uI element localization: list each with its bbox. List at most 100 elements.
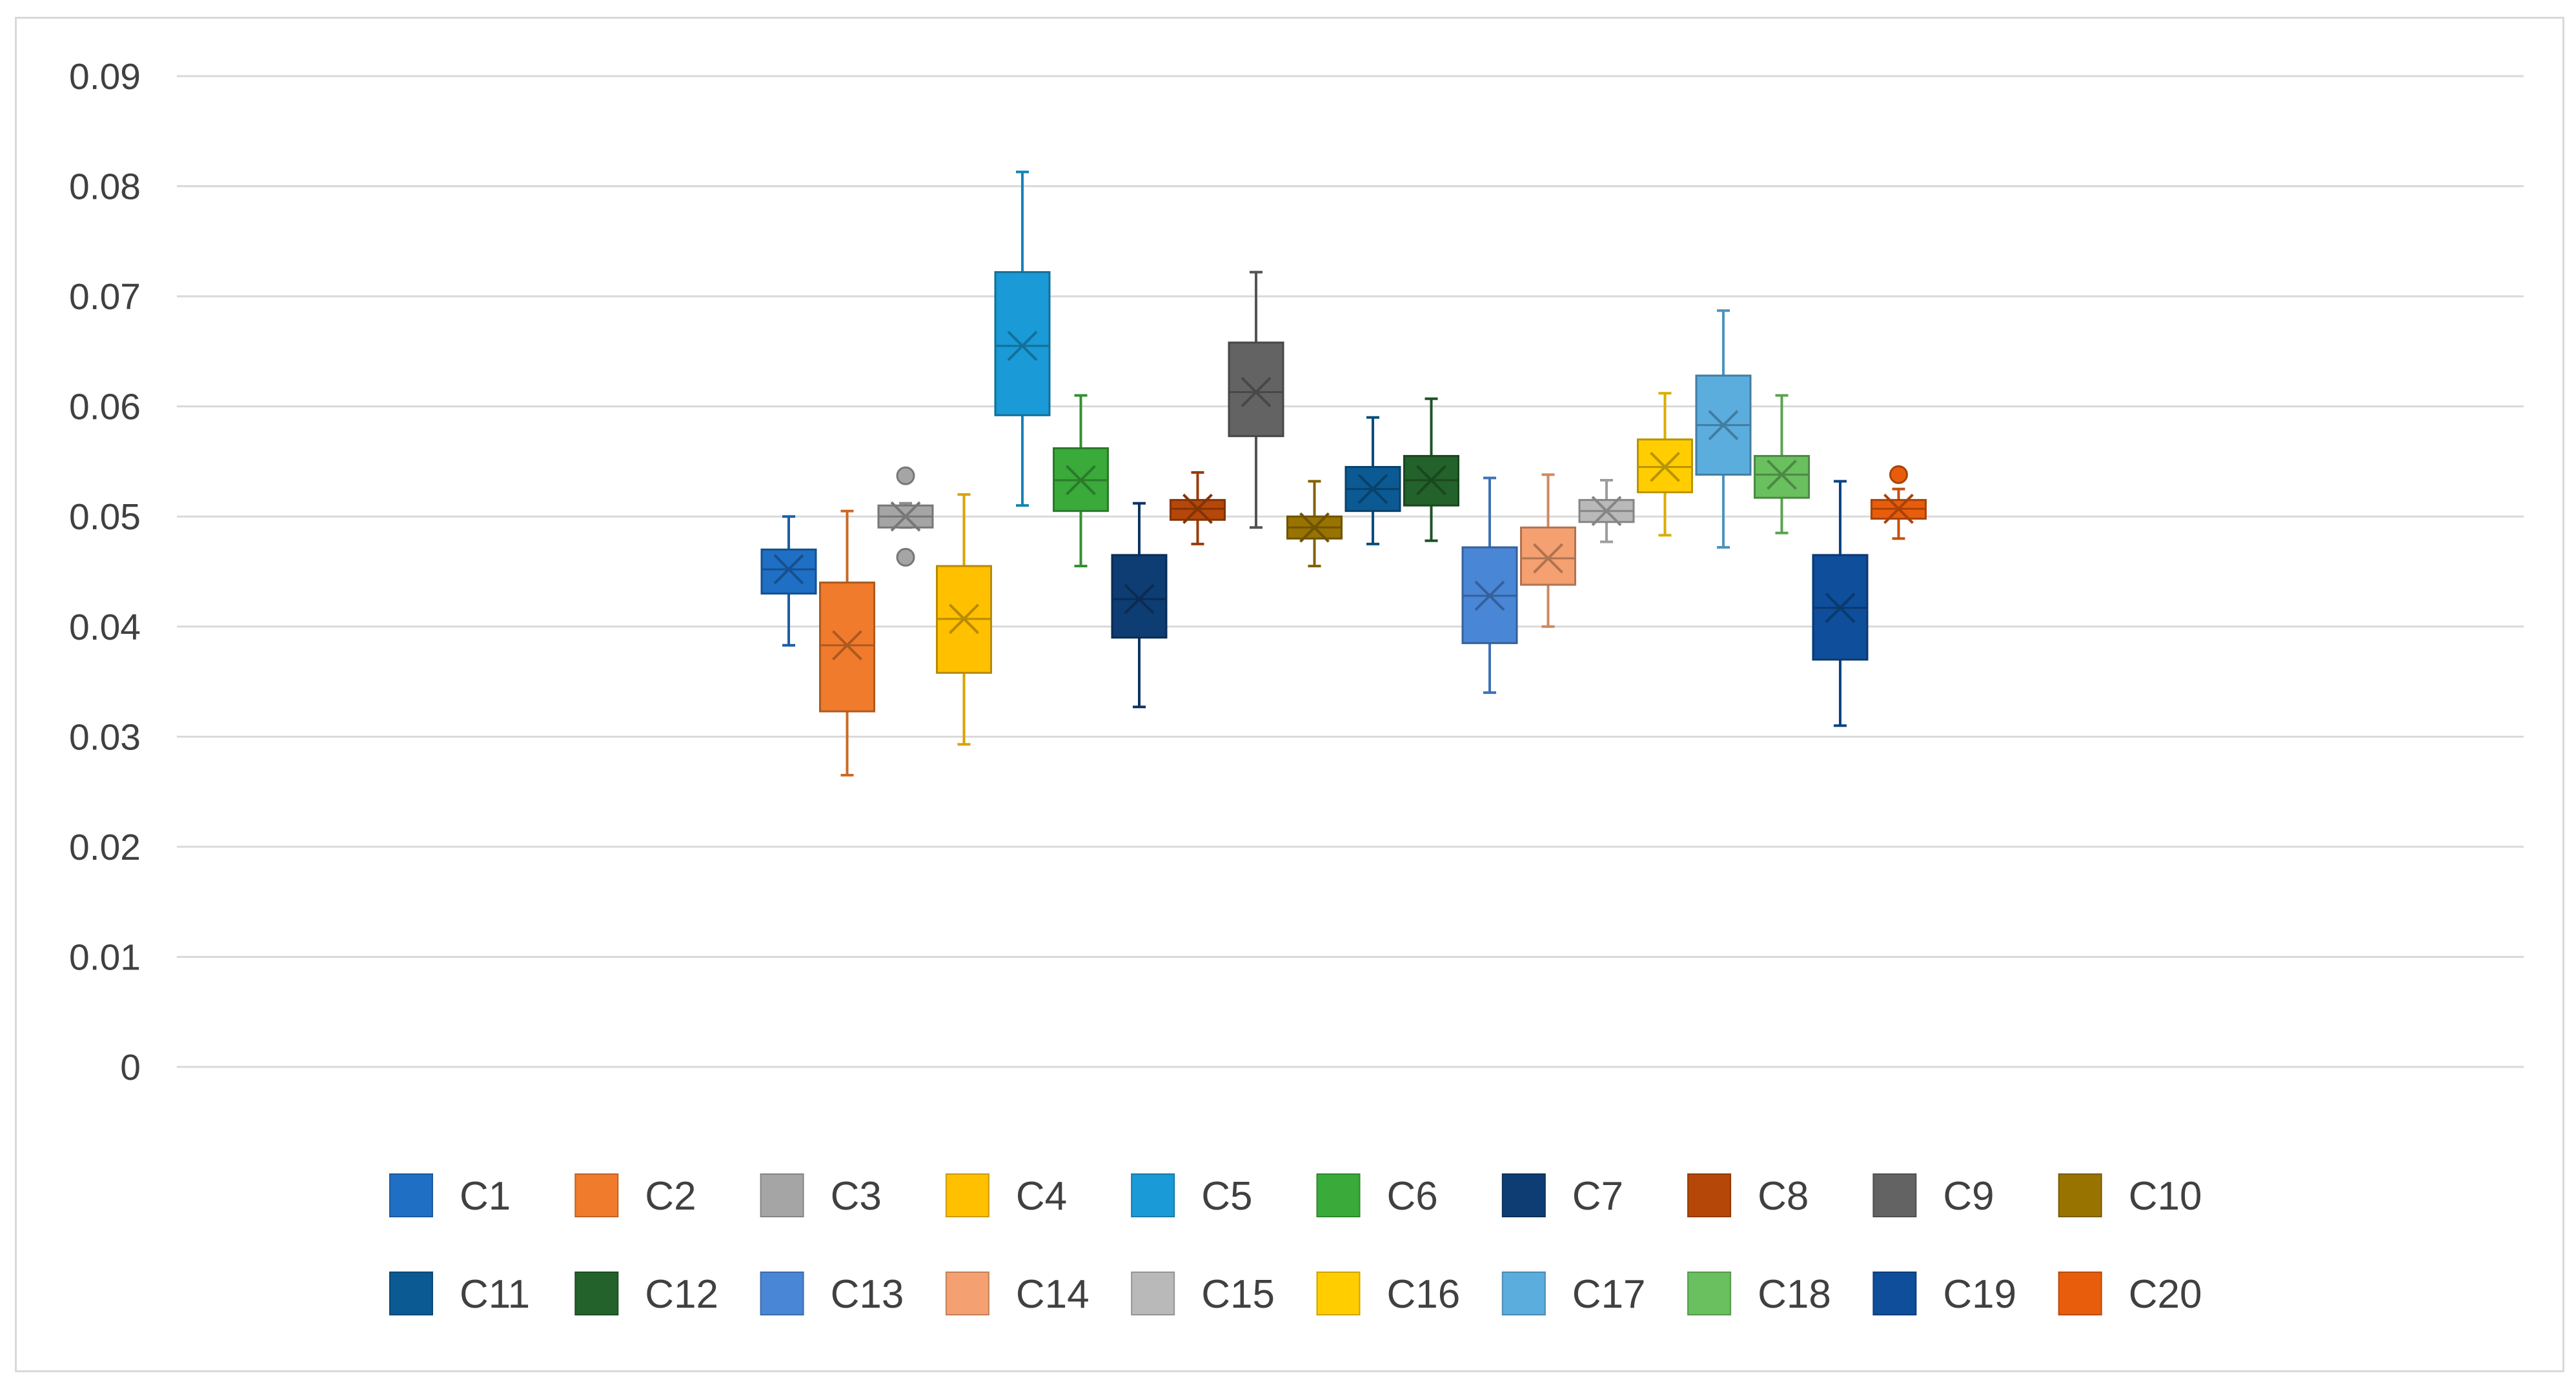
box-series [760,170,1927,777]
box-c14 [1520,473,1576,628]
mean-marker [1299,512,1330,543]
legend-label: C6 [1387,1174,1438,1219]
mean-marker [1708,410,1739,441]
box-c11 [1344,416,1401,545]
y-tick-label: 0.08 [69,167,141,208]
y-axis-tick-labels: 0 0.01 0.02 0.03 0.04 0.05 0.06 0.07 0.08 0.09 [69,56,141,1088]
y-tick-label: 0.06 [69,387,141,428]
y-tick-label: 0.01 [69,937,141,978]
box-c12 [1403,397,1459,542]
chart-frame: 0 0.01 0.02 0.03 0.04 0.05 0.06 0.07 0.08 0.09 C1… [15,17,2564,1372]
outlier-point [896,547,915,567]
legend-label: C9 [1943,1174,1994,1219]
y-tick-label: 0.09 [69,56,141,97]
box-c5 [994,170,1051,507]
outlier-point [1889,465,1908,484]
legend-item-c15: C15 [1131,1272,1275,1317]
legend-item-c19: C19 [1872,1272,2016,1317]
y-tick-label: 0.05 [69,496,141,538]
legend-item-c4: C4 [945,1173,1067,1219]
legend-item-c9: C9 [1872,1173,1994,1219]
legend-label: C11 [460,1272,530,1317]
gridlines [177,75,2524,1068]
box-c15 [1578,478,1635,543]
box-c20 [1871,465,1927,540]
mean-marker [1883,493,1914,524]
legend-swatch [945,1173,989,1217]
mean-marker [1650,452,1680,482]
legend-label: C20 [2129,1272,2202,1317]
legend-label: C13 [831,1272,904,1317]
mean-marker [773,554,804,585]
box-iqr [1754,454,1810,499]
legend-label: C8 [1758,1174,1809,1219]
legend: C1 C2 C3 C4 C5 C6 C7 C8 C9 C10 C11 C12 C13 C14 C15 C16 C… [389,1173,2202,1317]
legend-swatch [945,1272,989,1315]
mean-marker [1124,583,1155,614]
legend-label: C5 [1201,1174,1252,1219]
legend-swatch [760,1173,804,1217]
box-iqr [1111,554,1168,639]
box-c1 [760,515,817,647]
box-iqr [994,271,1051,416]
mean-marker [1241,377,1272,407]
legend-item-c16: C16 [1316,1272,1460,1317]
box-c10 [1286,480,1343,567]
legend-item-c7: C7 [1501,1173,1623,1219]
legend-label: C1 [460,1174,511,1219]
legend-swatch [1316,1173,1361,1217]
legend-swatch [1501,1272,1546,1315]
legend-swatch [1131,1272,1175,1315]
box-iqr [1228,341,1284,438]
mean-marker [1416,465,1446,496]
legend-swatch [389,1173,433,1217]
box-c13 [1461,476,1518,694]
legend-label: C4 [1016,1174,1067,1219]
legend-item-c2: C2 [574,1173,696,1219]
box-c17 [1695,309,1752,549]
box-c18 [1754,394,1810,534]
y-tick-label: 0 [120,1047,141,1088]
legend-label: C12 [645,1272,718,1317]
legend-swatch [574,1272,619,1315]
legend-item-c12: C12 [574,1272,718,1317]
box-c7 [1111,502,1168,709]
legend-swatch [2058,1173,2102,1217]
legend-item-c10: C10 [2058,1173,2202,1219]
legend-item-c13: C13 [760,1272,904,1317]
box-c2 [819,509,875,777]
box-c9 [1228,270,1284,529]
legend-item-c17: C17 [1501,1272,1646,1317]
mean-marker [949,603,979,634]
legend-label: C17 [1572,1272,1646,1317]
box-iqr [1520,526,1576,586]
outlier-point [896,466,915,485]
legend-swatch [1316,1272,1361,1315]
box-c19 [1812,480,1869,727]
legend-item-c18: C18 [1687,1272,1831,1317]
mean-marker [1182,493,1213,524]
legend-swatch [1687,1272,1732,1315]
legend-label: C15 [1201,1272,1275,1317]
legend-swatch [1501,1173,1546,1217]
legend-label: C2 [645,1174,696,1219]
y-tick-label: 0.07 [69,276,141,318]
box-c8 [1170,471,1226,545]
box-c16 [1637,392,1693,537]
legend-swatch [1872,1272,1917,1315]
legend-item-c8: C8 [1687,1173,1809,1219]
legend-label: C18 [1758,1272,1831,1317]
legend-swatch [389,1272,433,1315]
mean-marker [1533,543,1563,574]
y-tick-label: 0.03 [69,716,141,758]
box-c6 [1053,394,1109,567]
legend-item-c1: C1 [389,1173,511,1219]
mean-marker [1591,496,1622,527]
mean-marker [1825,593,1856,624]
mean-marker [1767,459,1797,490]
legend-item-c3: C3 [760,1173,882,1219]
box-c4 [936,493,992,746]
legend-swatch [574,1173,619,1217]
mean-marker [1066,465,1096,496]
legend-swatch [760,1272,804,1315]
